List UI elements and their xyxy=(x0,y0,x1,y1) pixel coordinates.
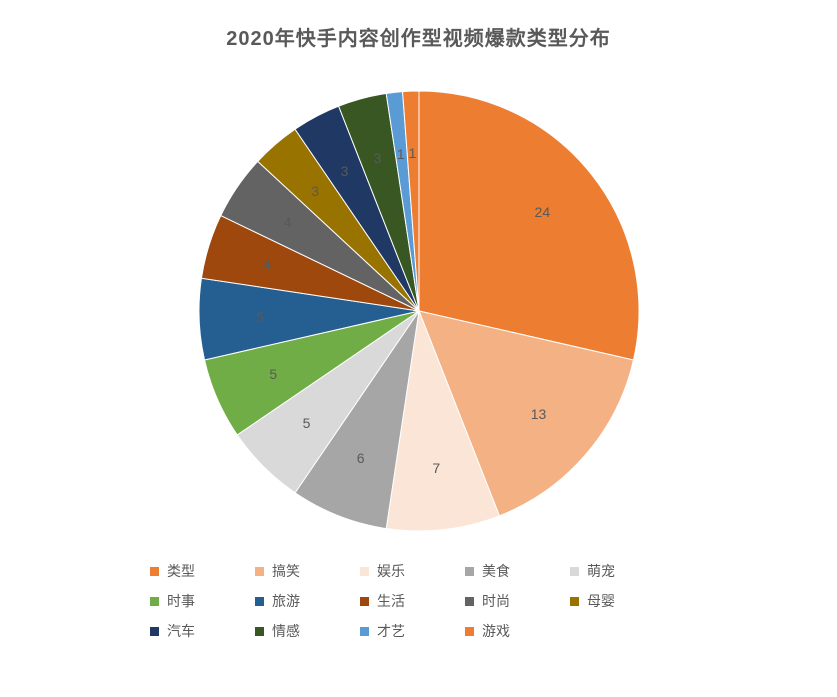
legend-item: 搞笑 xyxy=(255,561,360,581)
chart-title: 2020年快手内容创作型视频爆款类型分布 xyxy=(0,0,837,51)
legend-marker xyxy=(255,627,264,636)
slice-label: 3 xyxy=(374,150,382,166)
legend-label: 娱乐 xyxy=(377,561,405,581)
legend-label: 生活 xyxy=(377,591,405,611)
slice-label: 3 xyxy=(311,183,319,199)
legend-label: 游戏 xyxy=(482,621,510,641)
legend-item: 美食 xyxy=(465,561,570,581)
legend-item: 时事 xyxy=(150,591,255,611)
slice-label: 4 xyxy=(284,214,292,230)
legend-marker xyxy=(255,567,264,576)
slice-label: 3 xyxy=(341,163,349,179)
slice-label: 7 xyxy=(432,460,440,476)
legend-item: 萌宠 xyxy=(570,561,675,581)
legend-marker xyxy=(465,567,474,576)
legend-item: 汽车 xyxy=(150,621,255,641)
legend-marker xyxy=(150,627,159,636)
legend-marker xyxy=(360,597,369,606)
pie-svg xyxy=(19,51,819,551)
pie-area: 2413765554433311 xyxy=(0,51,837,551)
legend-marker xyxy=(465,597,474,606)
slice-label: 1 xyxy=(409,145,417,161)
slice-label: 5 xyxy=(269,366,277,382)
legend-label: 搞笑 xyxy=(272,561,300,581)
legend-item: 情感 xyxy=(255,621,360,641)
legend-marker xyxy=(465,627,474,636)
legend-marker xyxy=(360,627,369,636)
legend-item: 母婴 xyxy=(570,591,675,611)
legend-marker xyxy=(570,567,579,576)
legend-item: 时尚 xyxy=(465,591,570,611)
legend-label: 才艺 xyxy=(377,621,405,641)
legend-item: 才艺 xyxy=(360,621,465,641)
legend-label: 时尚 xyxy=(482,591,510,611)
legend-label: 母婴 xyxy=(587,591,615,611)
slice-label: 24 xyxy=(535,204,551,220)
legend-item: 游戏 xyxy=(465,621,570,641)
legend: 类型 搞笑 娱乐 美食 萌宠时事 旅游 生活 时尚 母婴汽车 情感 才艺 游戏 xyxy=(0,551,837,641)
legend-marker xyxy=(255,597,264,606)
legend-marker xyxy=(150,567,159,576)
slice-label: 1 xyxy=(397,146,405,162)
slice-label: 4 xyxy=(263,256,271,272)
legend-marker xyxy=(150,597,159,606)
legend-marker xyxy=(360,567,369,576)
legend-label: 类型 xyxy=(167,561,195,581)
slice-label: 5 xyxy=(256,309,264,325)
legend-marker xyxy=(570,597,579,606)
legend-label: 情感 xyxy=(272,621,300,641)
legend-label: 旅游 xyxy=(272,591,300,611)
slice-label: 5 xyxy=(303,415,311,431)
legend-item: 娱乐 xyxy=(360,561,465,581)
legend-item: 旅游 xyxy=(255,591,360,611)
legend-label: 汽车 xyxy=(167,621,195,641)
legend-label: 美食 xyxy=(482,561,510,581)
slice-label: 6 xyxy=(357,450,365,466)
slice-label: 13 xyxy=(531,406,547,422)
chart-container: 2020年快手内容创作型视频爆款类型分布 2413765554433311 类型… xyxy=(0,0,837,697)
legend-label: 时事 xyxy=(167,591,195,611)
legend-label: 萌宠 xyxy=(587,561,615,581)
legend-item: 生活 xyxy=(360,591,465,611)
legend-item: 类型 xyxy=(150,561,255,581)
